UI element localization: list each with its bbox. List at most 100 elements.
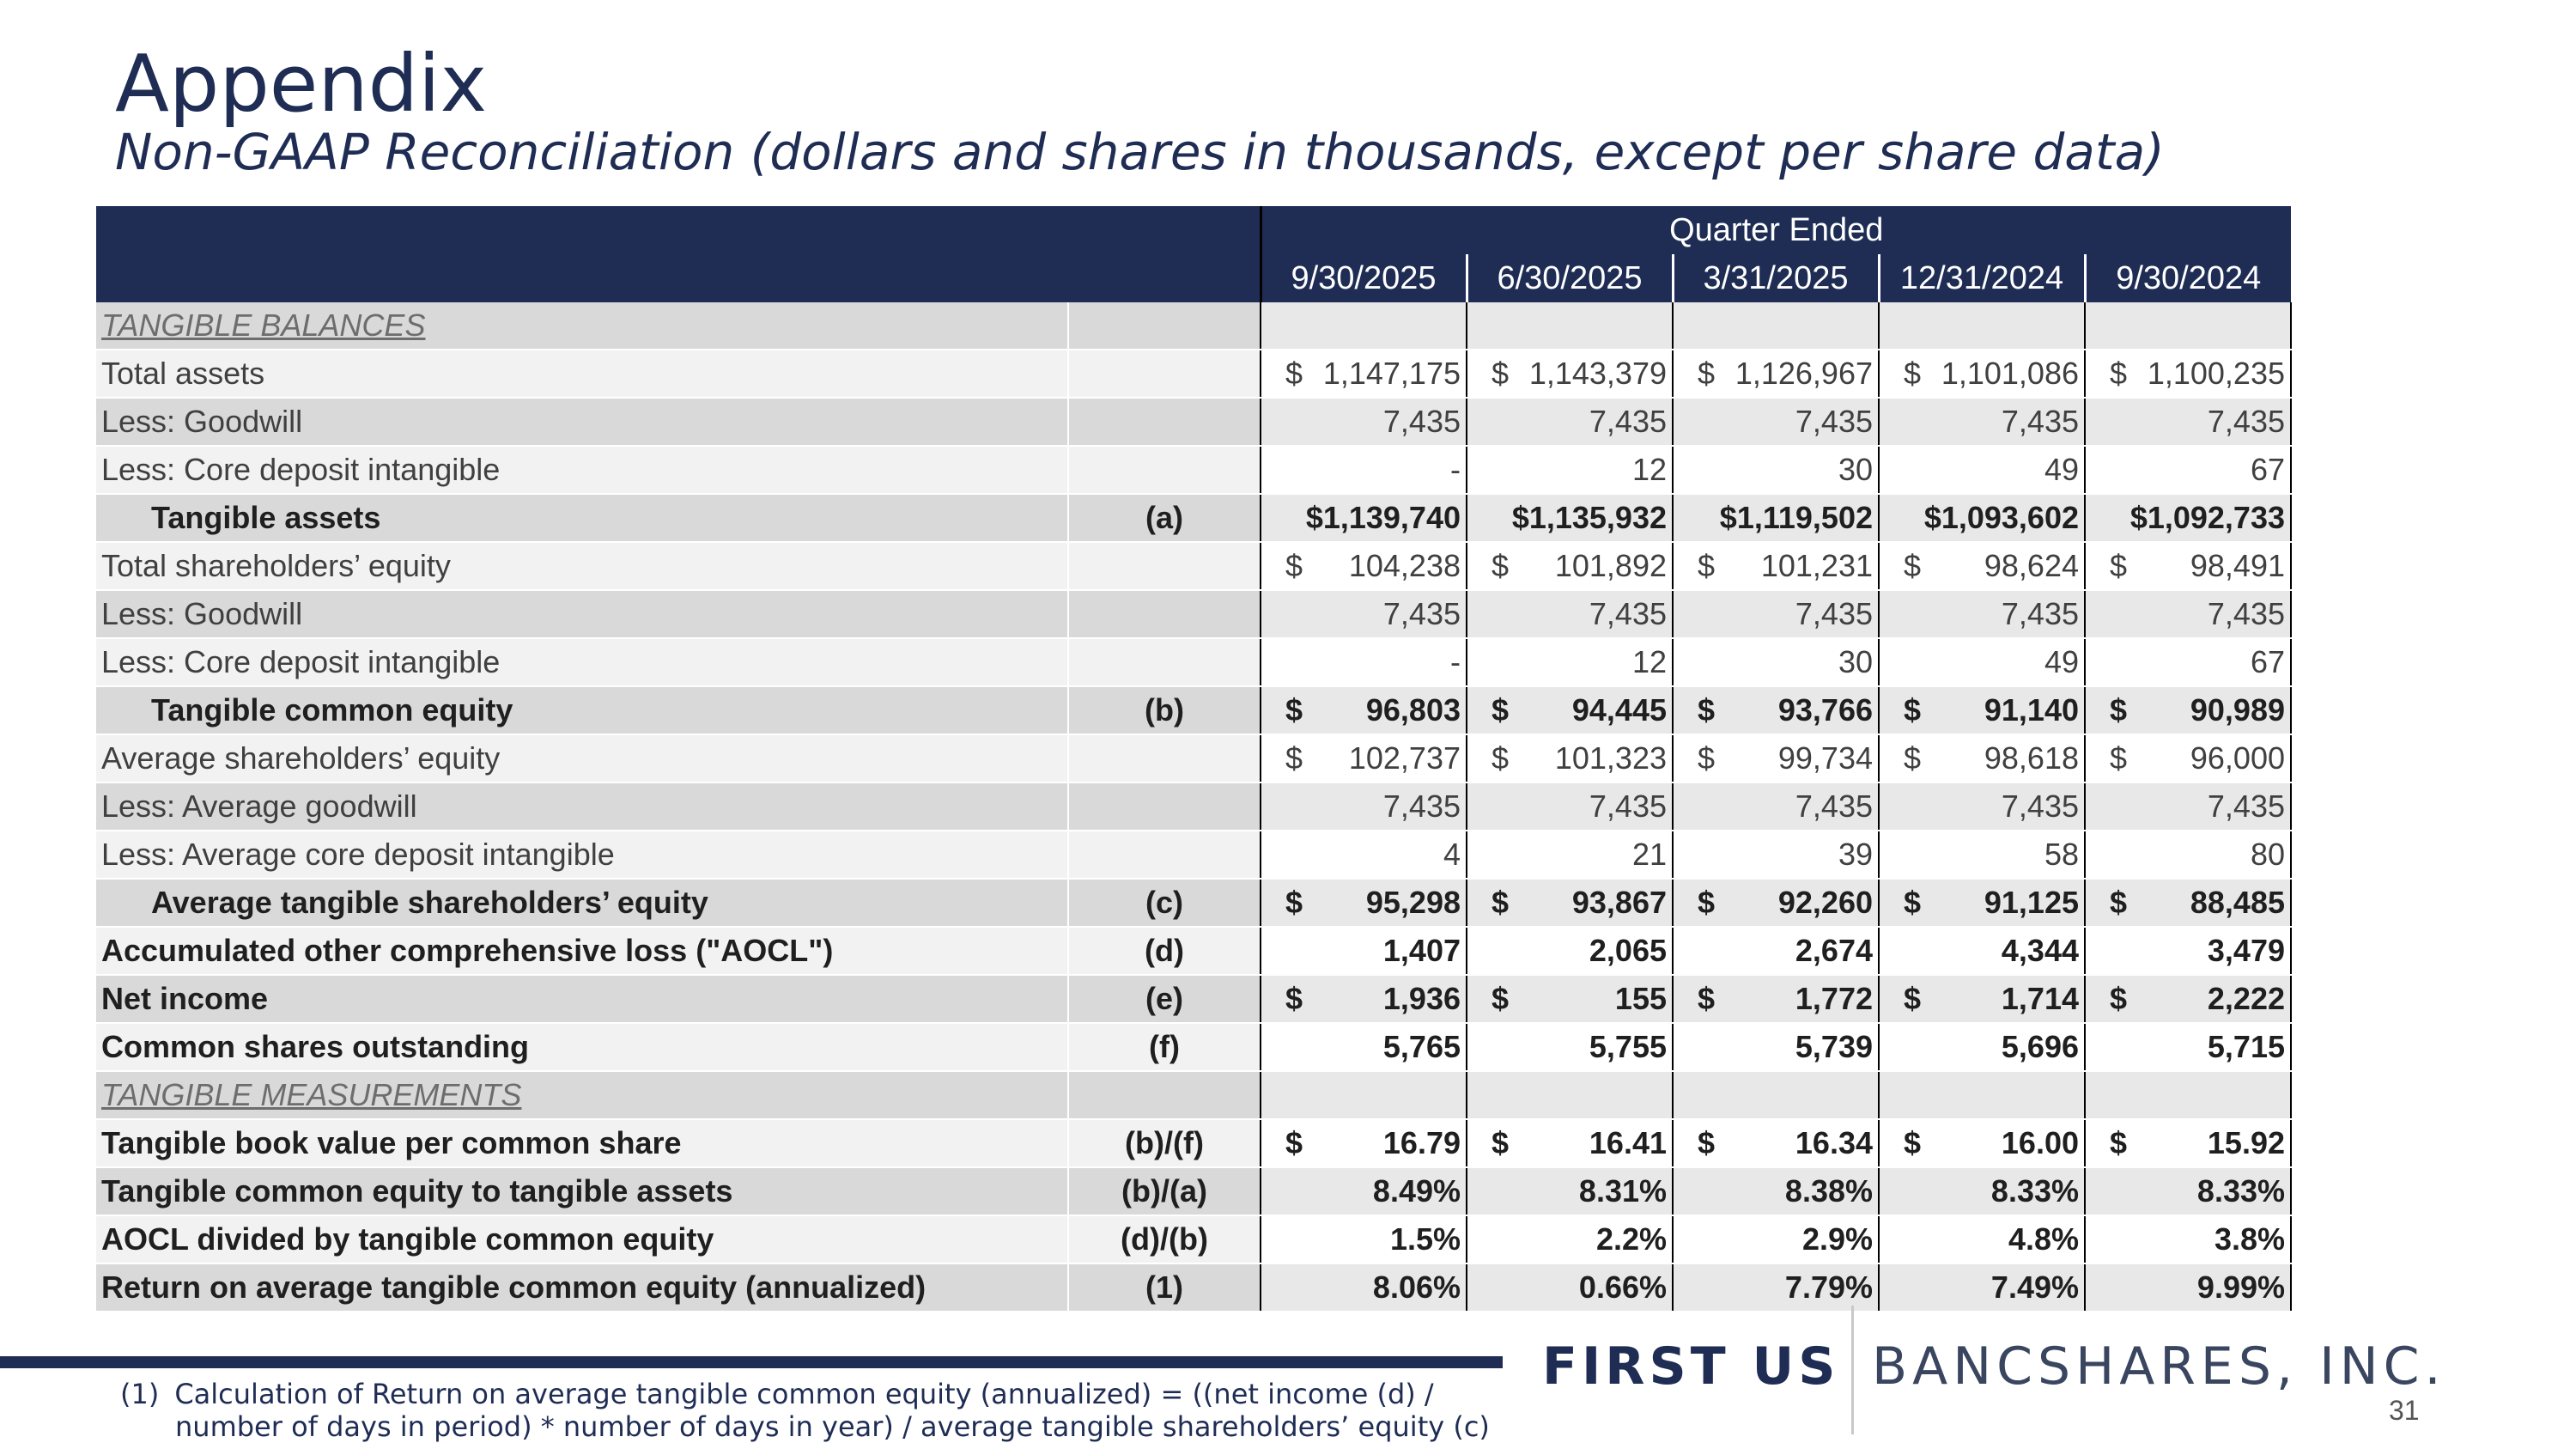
row-label: Total shareholders’ equity: [96, 542, 1068, 591]
dollar-sign: $: [2110, 692, 2128, 728]
value-cell: $94,445: [1466, 685, 1673, 735]
cell-value: $1,092,733: [2129, 500, 2285, 535]
value-cell: 7,435: [2084, 590, 2292, 639]
value-cell: [2084, 302, 2292, 350]
dollar-sign: $: [1904, 1125, 1922, 1160]
row-reference: (f): [1067, 1023, 1261, 1072]
dollar-sign: $: [1698, 740, 1716, 776]
cell-value: 3,479: [2207, 933, 2285, 968]
cell-value: 92,260: [1777, 885, 1873, 920]
row-label: Tangible book value per common share: [96, 1119, 1068, 1168]
dollar-sign: $: [1285, 740, 1303, 776]
cell-value: $1,119,502: [1719, 500, 1873, 535]
cell-value: 1,100,235: [2147, 356, 2285, 391]
value-cell: $1,126,967: [1672, 350, 1879, 399]
row-reference: (b)/(f): [1067, 1119, 1261, 1168]
value-cell: 9.99%: [2084, 1263, 2292, 1312]
cell-value: 96,803: [1365, 692, 1461, 728]
value-cell: 7,435: [2084, 398, 2292, 447]
dollar-sign: $: [1904, 740, 1922, 776]
row-reference: [1067, 638, 1261, 687]
cell-value: 91,125: [1984, 885, 2079, 920]
cell-value: 8.31%: [1578, 1173, 1667, 1209]
cell-value: 3.8%: [2214, 1221, 2285, 1257]
cell-value: 67: [2250, 644, 2285, 679]
page-title: Appendix: [115, 38, 488, 130]
value-cell: 1.5%: [1260, 1215, 1467, 1264]
cell-value: 7.49%: [1990, 1269, 2079, 1305]
row-label: AOCL divided by tangible common equity: [96, 1215, 1068, 1264]
row-reference: (1): [1067, 1263, 1261, 1312]
value-cell: $96,000: [2084, 734, 2292, 783]
cell-value: 155: [1614, 981, 1667, 1016]
row-reference: (d): [1067, 927, 1261, 976]
cell-value: 95,298: [1365, 885, 1461, 920]
value-cell: 30: [1672, 638, 1879, 687]
cell-value: 7,435: [1795, 404, 1873, 439]
dollar-sign: $: [2110, 981, 2128, 1016]
value-cell: $90,989: [2084, 685, 2292, 735]
value-cell: $98,491: [2084, 542, 2292, 591]
dollar-sign: $: [1904, 692, 1922, 728]
value-cell: 5,715: [2084, 1023, 2292, 1072]
row-reference: (b): [1067, 686, 1261, 735]
value-cell: $98,618: [1878, 734, 2085, 783]
cell-value: 98,618: [1984, 740, 2079, 776]
table-row: Common shares outstanding (f) 5,765 5,755 5,…: [96, 1023, 2292, 1072]
value-cell: $101,323: [1466, 734, 1673, 783]
value-cell: 2.9%: [1672, 1215, 1879, 1264]
value-cell: 8.06%: [1260, 1263, 1467, 1312]
table-row: Net income (e) $1,936 $155 $1,772 $1,714 $2,22…: [96, 975, 2292, 1024]
cell-value: 7,435: [1795, 596, 1873, 631]
value-cell: 4.8%: [1878, 1215, 2085, 1264]
dollar-sign: $: [1698, 1125, 1716, 1160]
cell-value: 21: [1631, 837, 1667, 872]
cell-value: 7,435: [1589, 788, 1667, 824]
cell-value: 93,766: [1777, 692, 1873, 728]
row-label: Less: Goodwill: [96, 398, 1068, 447]
row-reference: [1067, 542, 1261, 591]
table-row: Less: Core deposit intangible - 12 30 49 67: [96, 638, 2292, 687]
cell-value: 93,867: [1571, 885, 1667, 920]
value-cell: $88,485: [2084, 878, 2292, 928]
row-label: Less: Core deposit intangible: [96, 638, 1068, 687]
value-cell: [1466, 302, 1673, 350]
row-label: Less: Average goodwill: [96, 782, 1068, 831]
value-cell: $15.92: [2084, 1119, 2292, 1168]
value-cell: 1,407: [1260, 927, 1467, 976]
value-cell: 5,765: [1260, 1023, 1467, 1072]
dollar-sign: $: [2110, 740, 2128, 776]
value-cell: 5,755: [1466, 1023, 1673, 1072]
row-label: Net income: [96, 975, 1068, 1024]
cell-value: 16.41: [1589, 1125, 1667, 1160]
value-cell: 5,696: [1878, 1023, 2085, 1072]
row-label: Tangible common equity: [96, 686, 1068, 735]
cell-value: 1,101,086: [1941, 356, 2079, 391]
row-label: Tangible assets: [96, 494, 1068, 543]
row-reference: [1067, 590, 1261, 639]
column-header: 9/30/2025: [1259, 254, 1467, 302]
cell-value: 7,435: [2207, 404, 2285, 439]
row-reference: (c): [1067, 879, 1261, 928]
value-cell: $1,936: [1260, 975, 1467, 1024]
cell-value: 7,435: [1382, 596, 1461, 631]
table-row: Average tangible shareholders’ equity (c)…: [96, 878, 2292, 928]
value-cell: 8.38%: [1672, 1167, 1879, 1216]
cell-value: 1,147,175: [1322, 356, 1461, 391]
dollar-sign: $: [1492, 740, 1510, 776]
dollar-sign: $: [2110, 356, 2128, 391]
value-cell: $93,867: [1466, 878, 1673, 928]
value-cell: [1878, 302, 2085, 350]
cell-value: 16.00: [2001, 1125, 2079, 1160]
table-row: Less: Average goodwill 7,435 7,435 7,435 7,4…: [96, 782, 2292, 831]
value-cell: $91,125: [1878, 878, 2085, 928]
cell-value: 80: [2250, 837, 2285, 872]
dollar-sign: $: [1698, 692, 1716, 728]
value-cell: $1,119,502: [1672, 493, 1879, 543]
dollar-sign: $: [1285, 548, 1303, 583]
cell-value: 16.79: [1382, 1125, 1461, 1160]
cell-value: 5,755: [1589, 1029, 1667, 1064]
row-label: Common shares outstanding: [96, 1023, 1068, 1072]
cell-value: 7,435: [1589, 404, 1667, 439]
value-cell: [2084, 1071, 2292, 1120]
